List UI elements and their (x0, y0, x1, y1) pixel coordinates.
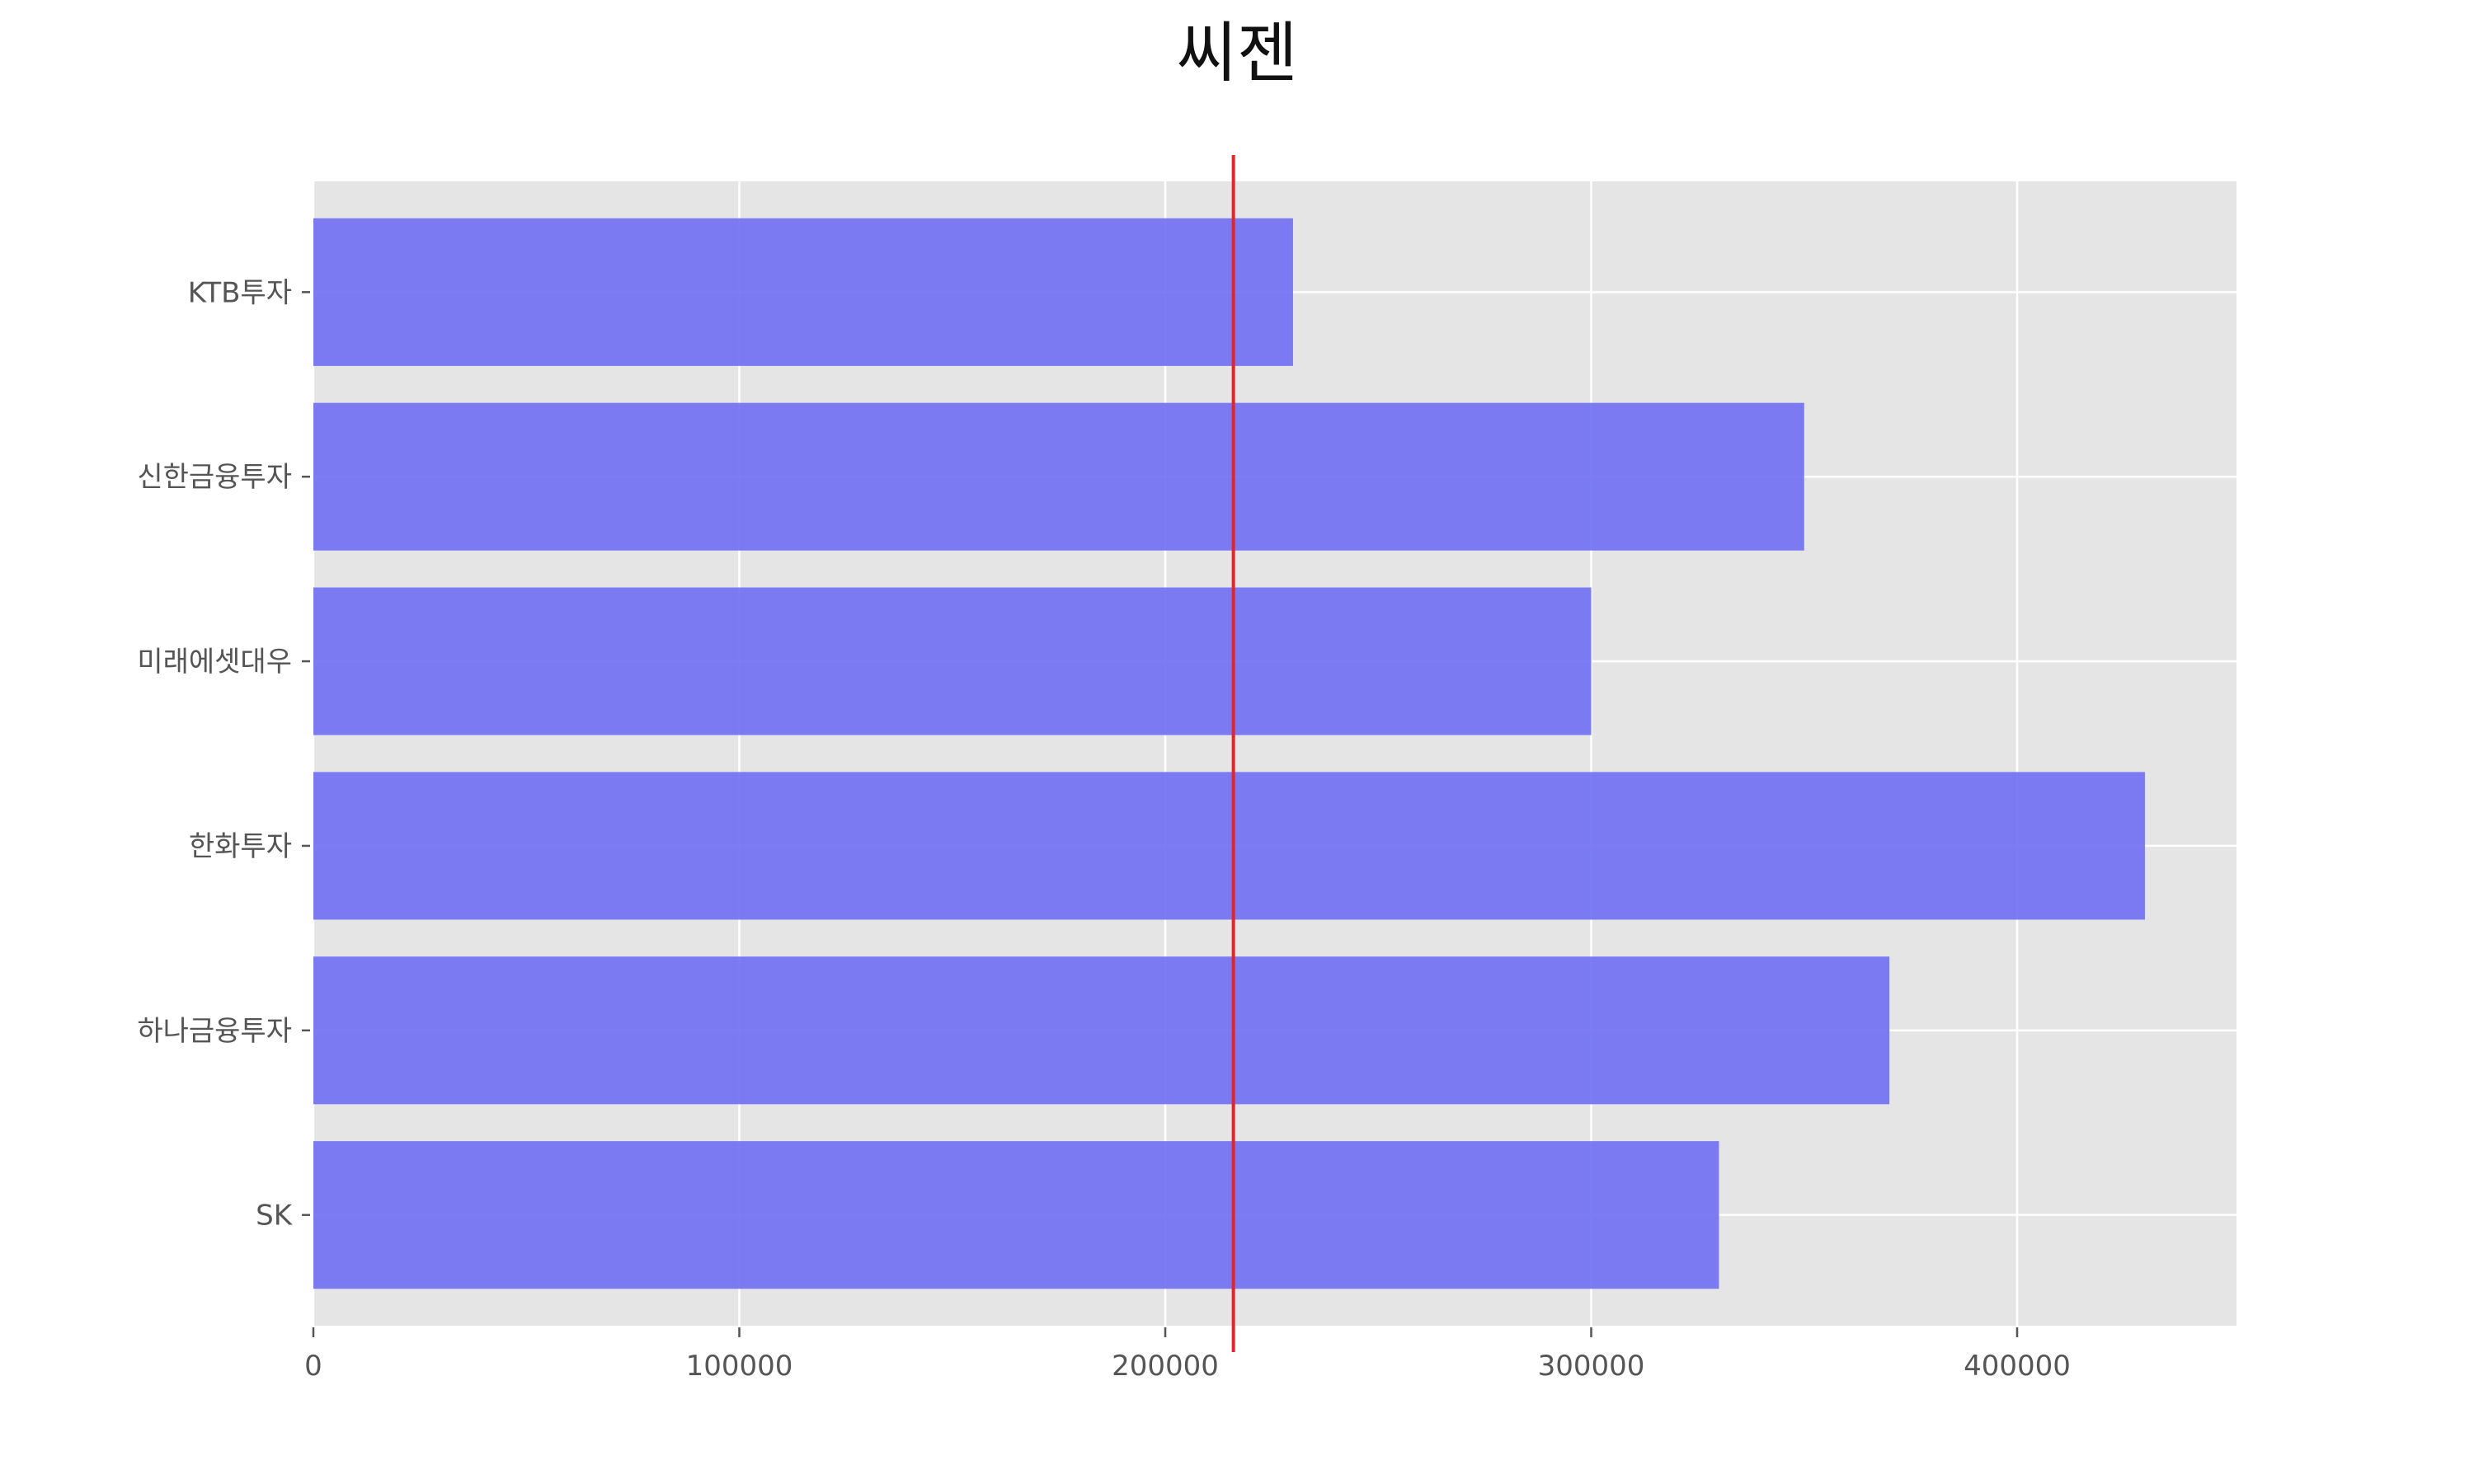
bar-3 (313, 587, 1592, 735)
plot-area (313, 181, 2236, 1326)
x-tick-label: 0 (304, 1350, 322, 1383)
y-tick-label: 하나금융투자 (137, 1015, 292, 1048)
bar-5 (313, 956, 1890, 1105)
x-axis: 0 100000 200000 300000 400000 (304, 1327, 2071, 1383)
y-tick-label: KTB투자 (188, 276, 292, 309)
x-tick-label: 300000 (1538, 1350, 1645, 1383)
y-tick-label: 신한금융투자 (137, 461, 292, 494)
y-tick-label: SK (256, 1200, 294, 1233)
x-tick-label: 200000 (1112, 1350, 1219, 1383)
bar-6 (313, 1141, 1719, 1289)
y-tick-label: 한화투자 (189, 830, 292, 863)
bars (313, 218, 2145, 1289)
bar-1 (313, 218, 1293, 366)
x-tick-label: 100000 (686, 1350, 793, 1383)
bar-2 (313, 402, 1804, 551)
y-tick-label: 미래에셋대우 (137, 646, 292, 679)
chart-title: 씨젠 (1176, 15, 1297, 92)
bar-4 (313, 772, 2145, 920)
x-tick-label: 400000 (1964, 1350, 2071, 1383)
